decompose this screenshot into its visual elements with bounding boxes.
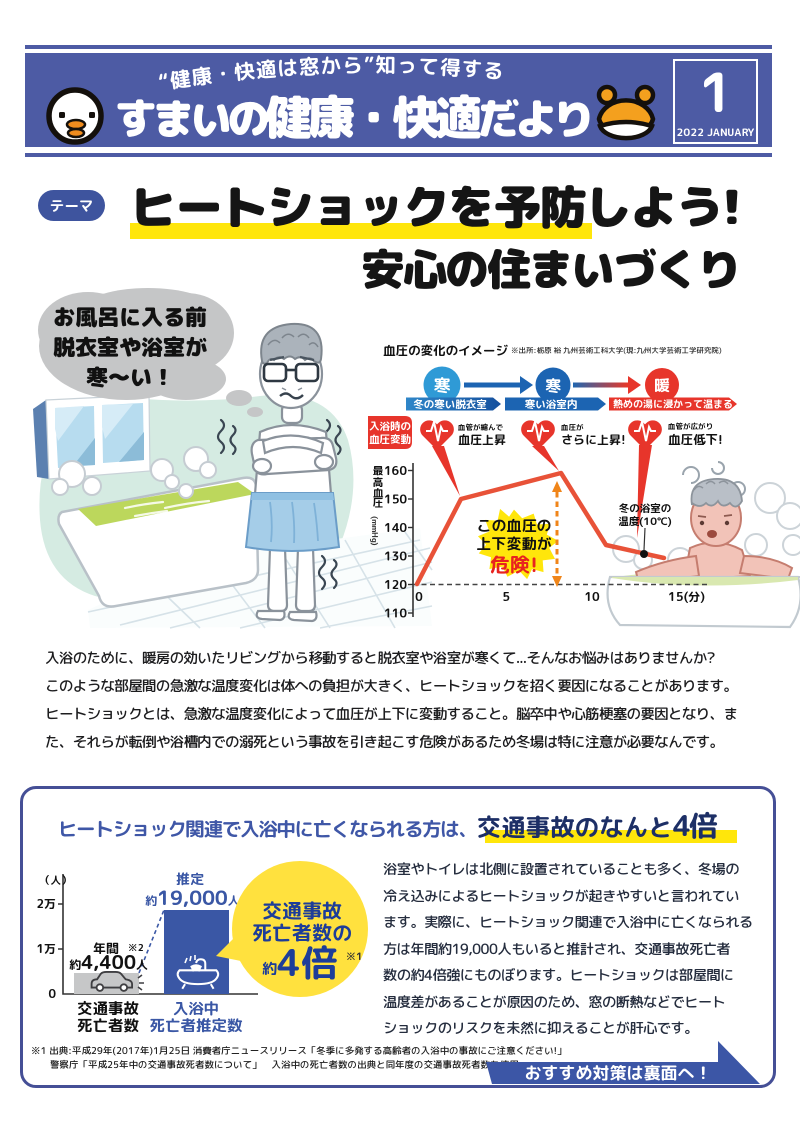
svg-text:(mmHg): (mmHg) (369, 516, 381, 546)
svg-text:血圧変動: 血圧変動 (369, 433, 411, 447)
svg-text:0: 0 (48, 985, 56, 1002)
svg-text:寒: 寒 (434, 375, 451, 398)
svg-text:0: 0 (415, 588, 423, 605)
svg-text:約19,000人: 約19,000人 (145, 884, 239, 912)
svg-text:約4,400人: 約4,400人 (69, 950, 148, 976)
svg-text:血管が縮んで: 血管が縮んで (458, 423, 503, 433)
svg-text:冬の寒い脱衣室: 冬の寒い脱衣室 (413, 398, 487, 412)
svg-text:入浴時の: 入浴時の (369, 420, 411, 434)
svg-text:お風呂に入る前: お風呂に入る前 (53, 302, 207, 333)
svg-text:110: 110 (384, 605, 407, 622)
svg-text:10: 10 (584, 588, 600, 605)
svg-text:寒い浴室内: 寒い浴室内 (525, 398, 578, 412)
svg-text:※1: ※1 (346, 950, 362, 964)
svg-text:死亡者数の: 死亡者数の (252, 919, 352, 947)
svg-text:1万: 1万 (36, 940, 56, 957)
svg-text:150: 150 (384, 491, 407, 508)
svg-text:交通事故: 交通事故 (262, 897, 342, 925)
svg-text:血圧上昇: 血圧上昇 (458, 431, 506, 448)
svg-text:おすすめ対策は裏面へ！: おすすめ対策は裏面へ！ (525, 1062, 712, 1085)
svg-text:死亡者数: 死亡者数 (77, 1014, 140, 1036)
svg-text:死亡者推定数: 死亡者推定数 (149, 1014, 243, 1036)
svg-text:140: 140 (384, 519, 407, 536)
svg-text:（人）: （人） (40, 874, 72, 888)
svg-text:130: 130 (384, 548, 407, 565)
svg-text:脱衣室や浴室が: 脱衣室や浴室が (53, 332, 207, 363)
svg-text:交通事故: 交通事故 (77, 997, 139, 1019)
svg-text:最高血圧: 最高血圧 (371, 466, 385, 508)
svg-text:2万: 2万 (36, 895, 56, 912)
svg-text:年間: 年間 (93, 940, 119, 958)
svg-text:血圧低下!: 血圧低下! (668, 431, 723, 448)
svg-text:15(分): 15(分) (668, 588, 705, 605)
svg-text:“健康・快適は窓から”知って得する: “健康・快適は窓から”知って得する (156, 50, 505, 97)
svg-text:熱めの湯に浸かって温まる: 熱めの湯に浸かって温まる (613, 398, 733, 412)
svg-text:血管が広がり: 血管が広がり (668, 422, 713, 432)
svg-text:5: 5 (502, 588, 510, 605)
svg-text:寒: 寒 (545, 376, 561, 398)
svg-text:温度(10℃): 温度(10℃) (618, 515, 672, 529)
svg-text:血圧の変化のイメージ: 血圧の変化のイメージ (383, 342, 509, 359)
svg-text:※出所:栃原 裕 九州芸術工科大学(現:九州大学芸術工学研究: ※出所:栃原 裕 九州芸術工科大学(現:九州大学芸術工学研究院) (511, 346, 722, 356)
svg-text:推定: 推定 (176, 870, 204, 889)
svg-text:※2: ※2 (128, 942, 144, 955)
svg-text:血圧が: 血圧が (561, 423, 584, 433)
svg-text:暖: 暖 (654, 375, 670, 397)
svg-text:入浴中: 入浴中 (173, 997, 220, 1019)
svg-text:120: 120 (384, 576, 407, 593)
svg-text:さらに上昇!: さらに上昇! (561, 431, 626, 448)
svg-text:冬の浴室の: 冬の浴室の (619, 502, 672, 516)
svg-text:160: 160 (384, 462, 407, 479)
svg-text:この血圧の: この血圧の (476, 515, 551, 536)
svg-text:上下変動が: 上下変動が (476, 533, 551, 554)
svg-text:寒〜い！: 寒〜い！ (86, 362, 174, 393)
svg-text:危険!: 危険! (490, 551, 538, 579)
